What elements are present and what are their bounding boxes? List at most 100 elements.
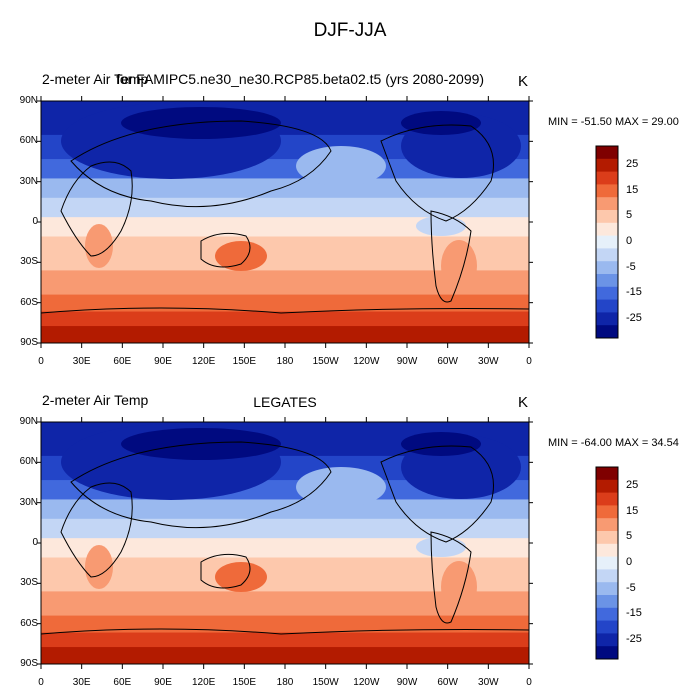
temperature-map-0 [37,96,533,348]
lat-tick-label: 90N [19,95,38,106]
min-max-label: MIN = -51.50 MAX = 29.00 [548,116,679,128]
colorbar-swatch [596,467,618,481]
colorbar-label: -5 [626,581,636,594]
colorbar-swatch [596,569,618,583]
min-max-label: MIN = -64.00 MAX = 34.54 [548,437,679,449]
lat-tick-label: 60S [20,296,38,308]
units-label: K [518,394,529,411]
dataset-label: LEGATES [253,394,317,410]
colorbar-label: -15 [626,286,642,299]
colorbar-swatch [596,184,618,198]
colorbar-swatch [596,235,618,249]
colorbar-swatch [596,633,618,647]
lon-tick-label: 150W [312,356,339,367]
colorbar-swatch [596,556,618,570]
colorbar-label: 5 [626,209,633,222]
colorbar-swatch [596,210,618,224]
colorbar-swatch [596,286,618,301]
colorbar-swatch [596,248,618,262]
colorbar-label: 15 [626,183,639,196]
lon-tick-label: 30W [478,677,499,688]
map-panel-top: 2-meter Air Temp for FAMIPC5.ne30_ne30.R… [0,0,700,340]
colorbar-label: 15 [626,504,639,517]
colorbar-label: 25 [626,158,639,171]
lon-tick-label: 120W [353,356,380,367]
colorbar-swatch [596,620,618,634]
lat-tick-label: 90S [20,337,38,348]
figure-title: DJF-JJA [313,20,387,41]
colorbar-swatch [596,607,618,622]
lon-tick-label: 180 [276,677,294,688]
colorbar-swatch [596,531,618,545]
variable-label: 2-meter Air Temp [42,392,149,408]
temperature-map-1 [37,417,533,669]
lat-tick-label: 60N [19,456,38,468]
lon-tick-label: 60E [113,356,132,367]
lon-tick-label: 180 [276,356,294,367]
lat-tick-label: 30S [20,256,38,268]
lat-tick-label: 90N [19,416,38,427]
lat-tick-label: 30N [19,175,38,187]
colorbar-swatch [596,479,618,494]
lon-tick-label: 90E [154,677,172,688]
lon-tick-label: 60W [437,677,458,688]
colorbar-label: 25 [626,479,639,492]
lat-tick-label: 0 [32,537,38,548]
variable-label: 2-meter Air Temp [42,71,149,87]
colorbar-1 [595,466,619,660]
colorbar-swatch [596,543,618,558]
lon-tick-label: 120E [191,677,216,688]
colorbar-0 [595,145,619,339]
lon-tick-label: 150W [312,677,339,688]
colorbar-label: -15 [626,607,642,620]
lon-tick-label: 90E [154,356,172,367]
units-label: K [518,73,529,90]
lon-tick-label: 90W [396,677,418,688]
lon-tick-label: 30W [478,356,499,367]
lat-tick-label: 30S [20,577,38,589]
lon-tick-label: 0 [38,356,44,367]
colorbar-label: 0 [626,235,633,247]
colorbar-swatch [596,261,618,275]
colorbar-swatch [596,222,618,237]
case-label: for FAMIPC5.ne30_ne30.RCP85.beta02.t5 (y… [115,71,485,87]
map-panel-bottom: 2-meter Air Temp LEGATES K MIN = -64.00 … [0,0,700,449]
colorbar-label: -25 [626,632,642,645]
colorbar-swatch [596,197,618,211]
colorbar-label: -5 [626,260,636,273]
colorbar-swatch [596,505,618,519]
lon-tick-label: 120E [191,356,216,367]
colorbar-swatch [596,595,618,609]
lat-tick-label: 0 [32,216,38,227]
lon-tick-label: 0 [526,677,532,688]
lon-tick-label: 60W [437,356,458,367]
colorbar-swatch [596,146,618,160]
lat-tick-label: 60N [19,135,38,147]
lon-tick-label: 150E [232,677,257,688]
colorbar-swatch [596,171,618,185]
lon-tick-label: 0 [526,356,532,367]
colorbar-swatch [596,582,618,596]
colorbar-swatch [596,312,618,326]
colorbar-label: -25 [626,311,642,324]
lon-tick-label: 90W [396,356,418,367]
colorbar-swatch [596,158,618,173]
colorbar-label: 0 [626,556,633,568]
lon-tick-label: 120W [353,677,380,688]
colorbar-swatch [596,325,618,339]
lat-tick-label: 30N [19,496,38,508]
colorbar-swatch [596,518,618,532]
colorbar-swatch [596,274,618,288]
lat-tick-label: 60S [20,617,38,629]
colorbar-swatch [596,299,618,313]
lon-tick-label: 150E [232,356,257,367]
lon-tick-label: 30E [72,677,91,688]
lon-tick-label: 0 [38,677,44,688]
lon-tick-label: 30E [72,356,91,367]
lon-tick-label: 60E [113,677,132,688]
lat-tick-label: 90S [20,658,38,669]
colorbar-label: 5 [626,530,633,543]
colorbar-swatch [596,646,618,660]
colorbar-swatch [596,492,618,506]
